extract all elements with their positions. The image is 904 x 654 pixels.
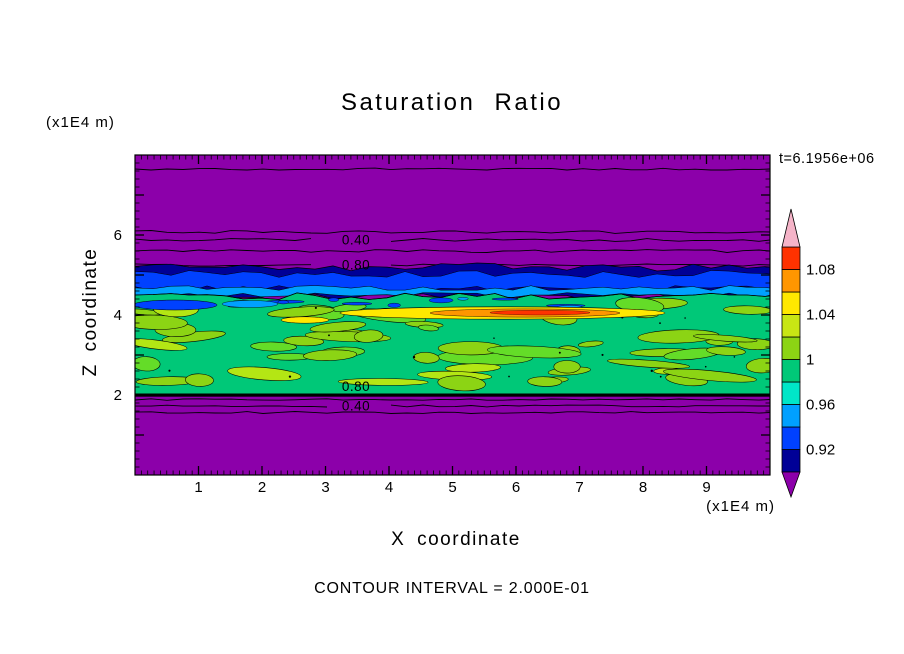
colorbar-tick-label: 0.96 [806, 397, 835, 414]
x-tick-label: 8 [639, 479, 647, 496]
z-axis-unit-label: (x1E4 m) [46, 114, 115, 131]
time-annotation: t=6.1956e+06 [779, 151, 875, 167]
colorbar-band [781, 269, 801, 293]
axis-tick-labels: 1 2 3 4 5 6 7 8 9 2 4 6 [114, 227, 711, 496]
x-axis-title: X coordinate [391, 529, 521, 550]
colorbar-band [781, 449, 801, 473]
plot-area [135, 155, 770, 475]
z-tick-label: 6 [114, 227, 122, 244]
x-tick-label: 6 [512, 479, 520, 496]
x-tick-label: 1 [194, 479, 202, 496]
x-tick-label: 7 [575, 479, 583, 496]
colorbar-band [781, 246, 801, 270]
contour-line-label: 0.40 [342, 399, 370, 414]
contour-interval-label: CONTOUR INTERVAL = 2.000E-01 [314, 580, 590, 597]
field-layer [135, 155, 770, 475]
colorbar-band [781, 381, 801, 405]
colorbar-tick-label: 1.04 [806, 307, 835, 324]
x-tick-label: 2 [258, 479, 266, 496]
colorbar-under-arrow [781, 471, 801, 499]
plot-title: Saturation Ratio [341, 89, 563, 116]
x-tick-label: 9 [702, 479, 710, 496]
contour-line-label: 0.80 [342, 258, 370, 273]
colorbar [781, 208, 801, 499]
colorbar-tick-label: 1 [806, 352, 814, 369]
x-tick-label: 4 [385, 479, 393, 496]
colorbar-band [781, 404, 801, 428]
colorbar-band [781, 291, 801, 315]
contour-line-label: 0.80 [342, 379, 370, 394]
colorbar-tick-label: 1.08 [806, 262, 835, 279]
colorbar-band [781, 426, 801, 450]
z-tick-label: 4 [114, 307, 122, 324]
x-tick-label: 5 [448, 479, 456, 496]
x-axis-unit-label: (x1E4 m) [706, 498, 775, 515]
contour-line-label: 0.40 [342, 233, 370, 248]
colorbar-band [781, 314, 801, 338]
colorbar-band [781, 359, 801, 383]
ticks-layer [135, 155, 770, 475]
x-tick-label: 3 [321, 479, 329, 496]
z-tick-label: 2 [114, 387, 122, 404]
colorbar-band [781, 336, 801, 360]
colorbar-tick-label: 0.92 [806, 442, 835, 459]
colorbar-over-arrow [781, 208, 801, 248]
z-axis-title: Z coordinate [80, 248, 101, 377]
